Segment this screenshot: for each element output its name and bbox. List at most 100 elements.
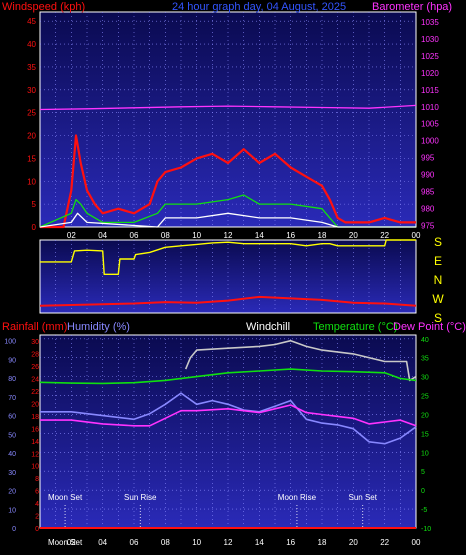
rainfall-tick-label: 20 (31, 401, 39, 408)
barometer-tick-label: 995 (421, 154, 435, 163)
humidity-tick-label: 40 (8, 451, 16, 458)
barometer-tick-label: 1035 (421, 18, 439, 27)
x-tick-label: 14 (255, 231, 264, 240)
rainfall-tick-label: 0 (35, 526, 39, 533)
humidity-tick-label: 10 (8, 507, 16, 514)
x-tick-label: 00 (412, 538, 421, 547)
rainfall-tick-label: 8 (35, 476, 39, 483)
x-tick-label: 10 (192, 538, 201, 547)
humidity-tick-label: 50 (8, 432, 16, 439)
temperature-tick-label: -5 (421, 507, 427, 514)
barometer-tick-label: 990 (421, 171, 435, 180)
temperature-axis-label: Temperature (°C) (313, 321, 397, 333)
dew-point-c-line (40, 404, 417, 427)
rainfall-tick-label: 18 (31, 414, 39, 421)
barometer-tick-label: 1025 (421, 52, 439, 61)
graph-title: 24 hour graph day, 04 August, 2025 (172, 1, 346, 13)
x-tick-label: 00 (412, 231, 421, 240)
x-tick-label: 10 (192, 231, 201, 240)
strength-direction-line (39, 295, 417, 307)
direction-tick-label: S (434, 235, 442, 249)
x-tick-label: 14 (255, 538, 264, 547)
x-tick-label: 08 (161, 538, 170, 547)
x-tick-label: 02 (67, 538, 76, 547)
rainfall-tick-label: 24 (31, 377, 39, 384)
barometer-tick-label: 975 (421, 221, 435, 230)
event-label: Sun Set (348, 493, 377, 502)
humidity-tick-label: 60 (8, 414, 16, 421)
windspeed-tick-label: 15 (27, 154, 36, 163)
x-tick-label: 04 (98, 538, 107, 547)
temperature-tick-label: 40 (421, 337, 429, 344)
rainfall-tick-label: 10 (31, 464, 39, 471)
windspeed-tick-label: 35 (27, 63, 36, 72)
barometer-line (39, 104, 417, 111)
windspeed-tick-label: 40 (27, 40, 36, 49)
rainfall-tick-label: 28 (31, 352, 39, 359)
rainfall-tick-label: 22 (31, 389, 39, 396)
barometer-tick-label: 1005 (421, 120, 439, 129)
x-tick-label: 16 (286, 538, 295, 547)
x-tick-label: 06 (130, 538, 139, 547)
windspeed-tick-label: 5 (32, 200, 37, 209)
rainfall-tick-label: 2 (35, 514, 39, 521)
rainfall-tick-label: 4 (35, 501, 39, 508)
windspeed-tick-label: 0 (32, 223, 37, 232)
barometer-tick-label: 980 (421, 204, 435, 213)
gust-wind-line (40, 134, 416, 229)
windchill-label: Windchill (246, 321, 290, 333)
humidity-tick-label: 20 (8, 489, 16, 496)
humidity-tick-label: 90 (8, 357, 16, 364)
rainfall-tick-label: 16 (31, 426, 39, 433)
x-tick-label: 06 (130, 231, 139, 240)
windspeed-tick-label: 45 (27, 17, 36, 26)
barometer-tick-label: 985 (421, 187, 435, 196)
lull-wind-line (39, 212, 416, 228)
windspeed-tick-label: 10 (27, 177, 36, 186)
rainfall-axis-label: Rainfall (mm) (2, 321, 67, 333)
x-tick-label: 08 (161, 231, 170, 240)
humidity-tick-label: 30 (8, 470, 16, 477)
event-label: Moon Set (48, 493, 83, 502)
humidity-tick-label: 100 (4, 339, 16, 346)
temperature-tick-label: -10 (421, 526, 431, 533)
x-tick-label: 20 (349, 231, 358, 240)
windspeed-tick-label: 20 (27, 132, 36, 141)
x-tick-label: 12 (224, 538, 233, 547)
barometer-tick-label: 1010 (421, 103, 439, 112)
humidity-tick-label: 0 (12, 526, 16, 533)
humidity-tick-label: 70 (8, 395, 16, 402)
windspeed-axis-label: Windspeed (kph) (2, 1, 85, 13)
x-tick-label: 20 (349, 538, 358, 547)
direction-tick-label: W (432, 292, 444, 306)
x-tick-label: 16 (286, 231, 295, 240)
average-wind-line (39, 194, 416, 228)
event-label: Moon Set (48, 538, 83, 547)
direction-tick-label: S (434, 311, 442, 325)
windchill-line (184, 339, 417, 382)
humidity-axis-label: Humidity (%) (67, 321, 130, 333)
x-tick-label: 12 (224, 231, 233, 240)
temperature-c-line (39, 368, 417, 385)
x-tick-label: 22 (380, 231, 389, 240)
temperature-tick-label: 35 (421, 356, 429, 363)
temperature-tick-label: 25 (421, 394, 429, 401)
rainfall-tick-label: 14 (31, 439, 39, 446)
barometer-tick-label: 1030 (421, 35, 439, 44)
temperature-tick-label: 5 (421, 469, 425, 476)
windspeed-tick-label: 30 (27, 86, 36, 95)
barometer-tick-label: 1020 (421, 69, 439, 78)
rainfall-tick-label: 26 (31, 364, 39, 371)
x-tick-label: 02 (67, 231, 76, 240)
humidity-tick-label: 80 (8, 376, 16, 383)
direction-direction-line (40, 239, 416, 275)
wind-panel (39, 11, 417, 228)
event-label: Moon Rise (278, 493, 317, 502)
temperature-tick-label: 10 (421, 450, 429, 457)
barometer-tick-label: 1000 (421, 137, 439, 146)
barometer-tick-label: 1015 (421, 86, 439, 95)
x-tick-label: 04 (98, 231, 107, 240)
x-tick-label: 18 (318, 231, 327, 240)
event-label: Sun Rise (124, 493, 157, 502)
